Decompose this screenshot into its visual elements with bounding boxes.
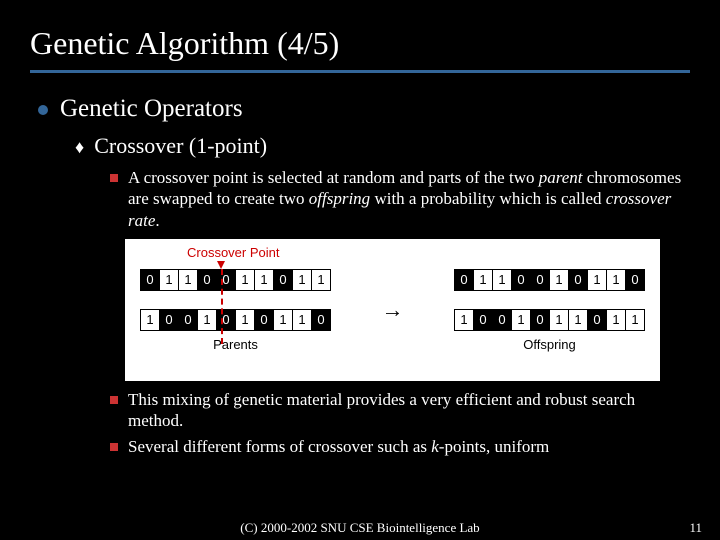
title-underline — [30, 70, 690, 73]
bullet-level3-c: Several different forms of crossover suc… — [110, 436, 690, 457]
level3-text-a: A crossover point is selected at random … — [128, 167, 690, 231]
arrow-icon: → — [382, 297, 404, 323]
square-bullet-icon — [110, 174, 118, 182]
crossover-marker-icon — [221, 261, 225, 269]
crossover-diagram: Crossover Point 0110011011 1001010110 Pa… — [125, 239, 660, 381]
text-part: Several different forms of crossover suc… — [128, 437, 431, 456]
square-bullet-icon — [110, 396, 118, 404]
chromosomes-row: 0110011011 1001010110 Parents → 01100101… — [140, 269, 645, 352]
text-part: -points, uniform — [439, 437, 550, 456]
text-italic: parent — [539, 168, 583, 187]
offspring-group: 0110010110 1001011011 Offspring — [454, 269, 645, 352]
offspring2-row: 1001011011 — [454, 309, 645, 331]
text-part: A crossover point is selected at random … — [128, 168, 539, 187]
offspring-label: Offspring — [454, 337, 645, 352]
offspring1-row: 0110010110 — [454, 269, 645, 291]
bullet-level3-a: A crossover point is selected at random … — [110, 167, 690, 231]
slide-title: Genetic Algorithm (4/5) — [30, 25, 690, 62]
level1-text: Genetic Operators — [60, 95, 243, 123]
text-part: with a probability which is called — [370, 189, 606, 208]
level3-text-b: This mixing of genetic material provides… — [128, 389, 690, 432]
footer-text: (C) 2000-2002 SNU CSE Biointelligence La… — [0, 520, 720, 536]
square-bullet-icon — [110, 443, 118, 451]
level3-text-c: Several different forms of crossover suc… — [128, 436, 549, 457]
parents-group: 0110011011 1001010110 Parents — [140, 269, 331, 352]
circle-bullet-icon — [38, 105, 48, 115]
crossover-dashed-line — [221, 269, 223, 344]
diamond-bullet-icon: ♦ — [75, 137, 84, 158]
parent2-row: 1001010110 — [140, 309, 331, 331]
text-italic: offspring — [309, 189, 370, 208]
parent1-row: 0110011011 — [140, 269, 331, 291]
slide-container: Genetic Algorithm (4/5) Genetic Operator… — [0, 0, 720, 540]
level2-text: Crossover (1-point) — [94, 133, 267, 159]
parents-label: Parents — [140, 337, 331, 352]
page-number: 11 — [689, 520, 702, 536]
crossover-point-label: Crossover Point — [187, 245, 279, 260]
text-italic: k — [431, 437, 439, 456]
bullet-level2: ♦ Crossover (1-point) — [75, 133, 690, 159]
bullet-level3-b: This mixing of genetic material provides… — [110, 389, 690, 432]
text-part: . — [155, 211, 159, 230]
bullet-level1: Genetic Operators — [38, 95, 690, 123]
